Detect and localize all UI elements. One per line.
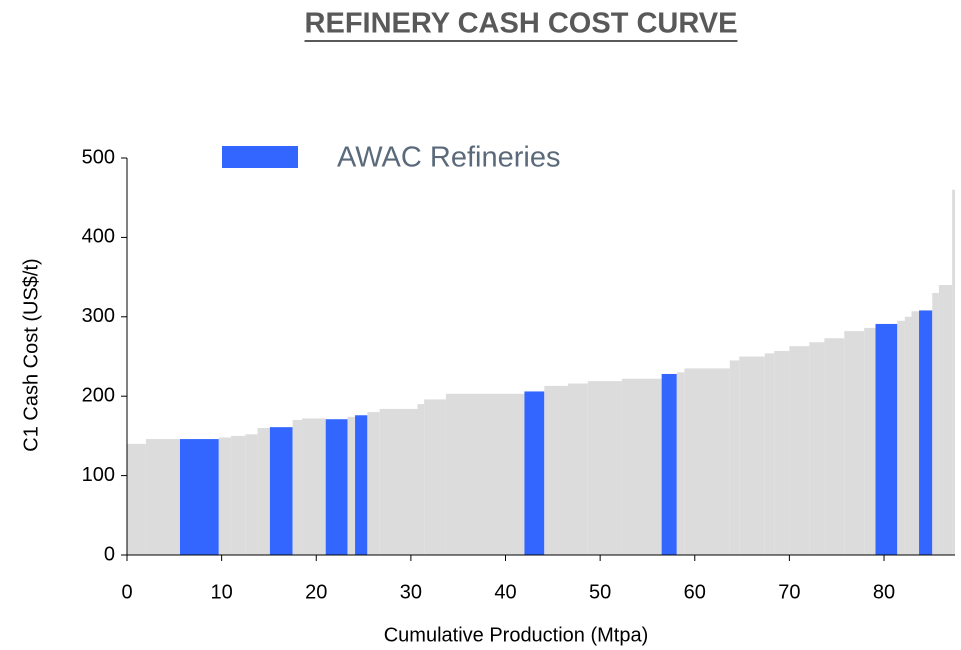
y-tick-label: 500	[82, 146, 115, 168]
bar	[269, 427, 293, 555]
bar	[292, 420, 303, 555]
y-tick-label: 300	[82, 305, 115, 327]
bar	[245, 434, 258, 555]
chart-title: REFINERY CASH COST CURVE	[305, 8, 738, 40]
bar	[774, 350, 790, 555]
bar	[911, 311, 920, 555]
x-tick-label: 10	[211, 581, 233, 603]
bar	[739, 356, 765, 555]
bar	[445, 393, 525, 555]
bar	[789, 346, 810, 555]
x-tick-label: 0	[121, 581, 132, 603]
legend-label: AWAC Refineries	[337, 142, 560, 174]
bar	[424, 399, 446, 555]
bar	[567, 383, 588, 555]
bar	[729, 360, 740, 555]
bar	[257, 427, 270, 555]
legend-swatch	[222, 146, 298, 168]
bar	[127, 443, 146, 555]
bar	[302, 418, 326, 555]
x-tick-label: 30	[400, 581, 422, 603]
bar	[809, 342, 825, 555]
bar	[347, 416, 356, 555]
bar	[938, 285, 953, 555]
bar	[844, 331, 865, 555]
bar	[417, 404, 425, 555]
bar	[587, 381, 622, 555]
x-tick-label: 70	[778, 581, 800, 603]
x-tick-label: 40	[494, 581, 516, 603]
bar	[379, 408, 418, 555]
x-tick-label: 80	[873, 581, 895, 603]
bar	[875, 323, 898, 555]
x-axis-label: Cumulative Production (Mtpa)	[384, 624, 649, 646]
bar	[676, 372, 685, 555]
x-tick-label: 20	[305, 581, 327, 603]
y-tick-label: 100	[82, 464, 115, 486]
bar	[764, 353, 775, 555]
bar	[824, 338, 845, 555]
bar	[897, 320, 905, 555]
x-tick-label: 50	[589, 581, 611, 603]
y-axis-label: C1 Cash Cost (US$/t)	[20, 258, 42, 451]
bar	[864, 327, 876, 555]
bar	[179, 439, 219, 555]
bar	[325, 419, 348, 555]
bar	[904, 316, 912, 555]
bar	[145, 439, 180, 555]
bar	[544, 385, 568, 555]
y-tick-label: 200	[82, 384, 115, 406]
bar	[367, 412, 380, 555]
bar	[355, 415, 368, 555]
x-tick-label: 60	[684, 581, 706, 603]
bar	[684, 368, 730, 555]
bar	[524, 391, 545, 555]
bar	[919, 310, 933, 555]
y-tick-label: 0	[104, 543, 115, 565]
bar	[218, 437, 232, 555]
bar	[932, 292, 939, 555]
bar	[621, 378, 662, 555]
y-tick-label: 400	[82, 226, 115, 248]
bar	[661, 373, 677, 555]
bar	[952, 189, 955, 555]
bar	[231, 435, 246, 555]
